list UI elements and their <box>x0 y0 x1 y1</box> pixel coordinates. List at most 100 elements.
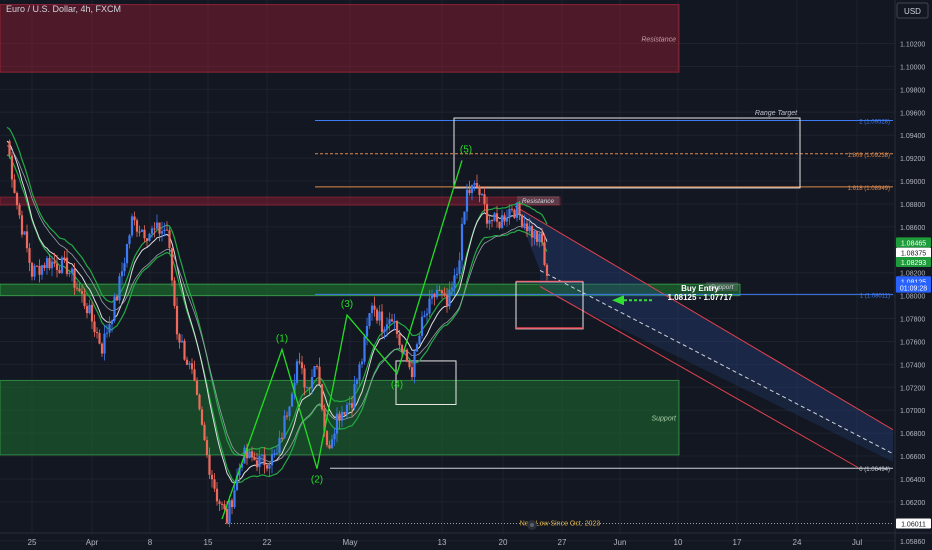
candle-body <box>43 265 46 269</box>
candle-body <box>138 231 141 233</box>
candle-body <box>340 411 344 421</box>
symbol-title[interactable]: Euro / U.S. Dollar, 4h, FXCM <box>6 4 121 14</box>
candle-body <box>165 229 169 231</box>
candle-body <box>173 280 176 306</box>
price-tick-label: 1.07000 <box>900 408 925 415</box>
price-tag-bg <box>896 518 931 529</box>
price-tick-label: 1.07400 <box>900 362 925 369</box>
candle-body <box>233 490 236 508</box>
candle-body <box>255 460 259 468</box>
fib-label: 2 (1.09528) <box>859 120 890 126</box>
candle-body <box>528 225 531 231</box>
candle-body <box>513 209 516 218</box>
ema-fast <box>6 140 548 484</box>
time-tick-label: 17 <box>733 538 742 547</box>
candle-body <box>490 220 494 222</box>
time-axis[interactable]: 25 Apr 8 15 22 May 13 20 27 Jun 10 17 24 Jul <box>28 538 863 547</box>
candle-body <box>248 451 251 459</box>
time-tick-label: 27 <box>558 538 567 547</box>
candle-body <box>280 437 284 439</box>
candle-body <box>145 238 149 241</box>
fib-label: 1.618 (1.08949) <box>848 186 890 192</box>
candle-body <box>155 222 159 229</box>
currency-button[interactable]: USD <box>896 2 929 19</box>
candle-body <box>13 179 16 193</box>
candle-body <box>8 141 11 156</box>
candle-body <box>285 415 289 417</box>
candle-body <box>250 451 254 458</box>
candle-body <box>150 228 154 234</box>
currency-label[interactable]: USD <box>904 7 921 16</box>
candle-body <box>325 431 329 445</box>
candle-body <box>55 263 59 271</box>
candle-body <box>33 265 36 277</box>
buy-entry-range: 1.08125 - 1.07717 <box>668 293 733 302</box>
price-tick-label: 1.08000 <box>900 294 925 301</box>
candle-body <box>70 268 74 274</box>
candle-body <box>48 258 51 269</box>
price-tick-label: 1.05860 <box>900 539 925 546</box>
candle-body <box>228 500 231 524</box>
candle-body <box>110 320 114 325</box>
time-tick-label: 13 <box>438 538 447 547</box>
candle-body <box>505 217 509 222</box>
buy-arrow-head <box>612 295 624 306</box>
time-tick-label: Jun <box>614 538 627 547</box>
candle-body <box>260 454 264 456</box>
price-tick-label: 1.06400 <box>900 477 925 484</box>
candle-body <box>360 361 364 365</box>
price-axis-bg[interactable] <box>895 0 932 550</box>
candle-body <box>303 368 306 388</box>
candle-body <box>180 340 184 343</box>
candle-body <box>105 332 109 334</box>
fib-label: 1 (1.08011) <box>860 293 890 299</box>
candle-body <box>15 192 19 205</box>
candle-body <box>413 351 416 378</box>
candle-body <box>498 221 501 228</box>
candle-body <box>330 439 334 449</box>
price-tag-bg <box>896 257 931 268</box>
candle-body <box>338 413 341 421</box>
channel-bottom-line <box>539 286 859 468</box>
price-axis[interactable]: 1.05860 1.06200 1.06400 1.06600 1.06800 1.070… <box>900 42 925 546</box>
ema-lower-band <box>6 154 548 484</box>
candle-body <box>418 335 421 345</box>
candle-body <box>85 306 89 314</box>
candle-body <box>10 155 14 180</box>
candle-body <box>520 214 524 227</box>
candle-body <box>160 231 164 234</box>
candle-body <box>458 260 461 274</box>
buy-entry-box <box>515 281 584 330</box>
candle-body <box>295 361 299 383</box>
candle-body <box>313 366 316 378</box>
candle-body <box>120 271 124 277</box>
currency-button-frame[interactable] <box>896 2 929 19</box>
candle-body <box>515 203 519 218</box>
time-tick-label: Jul <box>852 538 862 547</box>
resistance-strip-tag <box>517 196 559 206</box>
candle-body <box>518 203 521 215</box>
price-tag: 1.06011 <box>901 522 926 529</box>
support-zone-upper <box>0 283 741 297</box>
candle-body <box>283 415 286 439</box>
candle-body <box>195 380 199 395</box>
price-tick-label: 1.08600 <box>900 225 925 232</box>
time-tick-label: May <box>342 538 357 547</box>
candle-body <box>450 287 454 290</box>
candle-body <box>58 270 61 274</box>
candle-body <box>193 369 196 381</box>
candle-body <box>40 265 44 275</box>
candle-body <box>455 273 459 276</box>
candle-body <box>175 305 179 335</box>
candle-body <box>263 454 266 466</box>
channel-mid-line <box>539 269 894 455</box>
candle-body <box>215 488 219 502</box>
candle-body <box>218 501 221 504</box>
wave-line <box>221 160 463 520</box>
candle-body <box>540 233 544 243</box>
candle-body <box>18 204 21 216</box>
